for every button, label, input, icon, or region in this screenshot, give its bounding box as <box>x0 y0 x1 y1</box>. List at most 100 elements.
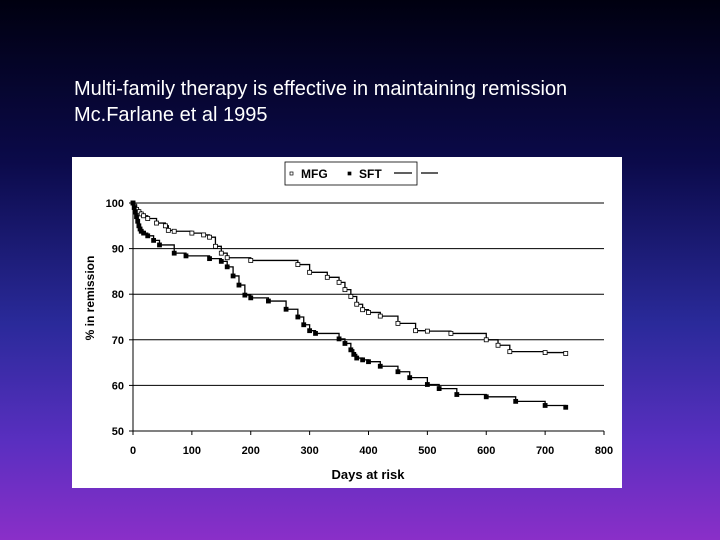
mfg-point <box>366 310 371 315</box>
mfg-point <box>507 349 513 355</box>
mfg-point <box>448 331 454 336</box>
y-tick-label-90: 90 <box>112 244 124 256</box>
mfg-point <box>224 255 230 261</box>
sft-point <box>132 209 138 215</box>
sft-point <box>135 218 141 224</box>
sft-point <box>295 314 301 320</box>
sft-point <box>436 386 442 391</box>
sft-point <box>542 403 548 408</box>
sft-point <box>130 200 136 206</box>
sft-point <box>513 398 519 404</box>
mfg-point <box>213 243 218 249</box>
x-tick-label-400: 400 <box>359 445 377 457</box>
sft-point <box>224 264 230 270</box>
sft-point <box>236 282 242 288</box>
sft-point <box>454 392 460 397</box>
y-axis-label: % in remission <box>83 256 97 341</box>
mfg-point <box>162 223 168 229</box>
sft-point <box>151 237 157 243</box>
legend-label-sft: SFT <box>359 167 382 181</box>
sft-point <box>336 336 342 342</box>
sft-point <box>354 355 360 361</box>
sft-point <box>131 205 137 210</box>
sft-point <box>342 341 348 346</box>
mfg-point <box>377 313 383 319</box>
slide-title-line2: Mc.Farlane et al 1995 <box>74 104 268 126</box>
chart-series <box>130 200 569 410</box>
x-tick-label-100: 100 <box>183 445 201 457</box>
sft-point <box>307 328 313 334</box>
mfg-point <box>354 301 360 307</box>
x-tick-label-500: 500 <box>418 445 436 457</box>
sft-point <box>141 230 146 236</box>
mfg-point <box>248 258 254 263</box>
sft-point <box>266 298 271 304</box>
mfg-point <box>171 228 177 234</box>
chart-panel: 50 60 70 80 90 100 0 100 200 300 400 500 600 700 800 M… <box>72 157 622 488</box>
y-tick-label-100: 100 <box>106 198 124 210</box>
x-tick-label-700: 700 <box>536 445 554 457</box>
sft-point <box>377 363 383 369</box>
mfg-point <box>324 274 330 280</box>
sft-point <box>171 250 177 256</box>
x-tick-label-300: 300 <box>300 445 318 457</box>
mfg-point <box>201 232 207 238</box>
sft-point <box>407 375 413 381</box>
slide-title-line1: Multi-family therapy is effective in mai… <box>74 78 568 100</box>
sft-point <box>248 295 254 301</box>
legend-label-mfg: MFG <box>301 167 328 181</box>
sft-point <box>242 292 248 298</box>
sft-point <box>207 256 212 262</box>
x-tick-label-0: 0 <box>130 445 136 457</box>
survival-chart: 50 60 70 80 90 100 0 100 200 300 400 500 600 700 800 M… <box>83 161 614 482</box>
mfg-point <box>424 328 430 334</box>
mfg-point <box>189 230 195 236</box>
x-tick-label-200: 200 <box>242 445 260 457</box>
slide-title: Multi-family therapy is effective in mai… <box>74 76 714 128</box>
chart-legend: MFG SFT <box>284 161 438 186</box>
mfg-point <box>307 269 313 275</box>
mfg-point <box>165 227 171 233</box>
mfg-point <box>336 279 342 285</box>
sft-point <box>313 331 318 336</box>
mfg-point <box>542 350 548 355</box>
x-tick-label-800: 800 <box>595 445 613 457</box>
sft-point <box>395 369 401 375</box>
sft-point <box>360 357 366 363</box>
y-tick-label-80: 80 <box>112 289 124 301</box>
mfg-point <box>495 342 501 348</box>
mfg-point <box>145 216 151 221</box>
sft-point <box>351 351 357 357</box>
mfg-point <box>218 250 224 256</box>
mfg-point <box>395 320 401 326</box>
sft-point <box>145 233 151 239</box>
y-tick-label-70: 70 <box>112 335 124 347</box>
mfg-point <box>360 307 366 313</box>
y-tick-label-60: 60 <box>112 380 124 392</box>
sft-point <box>134 214 139 220</box>
sft-point <box>348 347 354 353</box>
y-tick-label-50: 50 <box>112 426 124 438</box>
mfg-point <box>563 351 569 356</box>
sft-point <box>563 404 569 410</box>
sft-point <box>283 306 289 312</box>
mfg-point <box>207 234 212 240</box>
sft-point <box>183 253 189 259</box>
sft-point <box>424 382 430 387</box>
mfg-line <box>133 202 567 354</box>
mfg-point <box>154 220 159 226</box>
mfg-point <box>348 294 354 299</box>
x-axis-label: Days at risk <box>332 467 406 482</box>
sft-point <box>301 322 307 328</box>
chart-axes: 50 60 70 80 90 100 0 100 200 300 400 500 600 700 800 <box>106 198 614 457</box>
legend-marker-mfg <box>289 171 294 176</box>
mfg-point <box>295 262 301 267</box>
mfg-point <box>342 287 348 293</box>
sft-point <box>230 273 236 279</box>
legend-marker-sft <box>347 171 352 176</box>
mfg-point <box>413 328 419 334</box>
sft-point <box>157 242 162 248</box>
x-tick-label-600: 600 <box>477 445 495 457</box>
mfg-point <box>483 337 489 343</box>
mfg-point <box>141 213 146 219</box>
